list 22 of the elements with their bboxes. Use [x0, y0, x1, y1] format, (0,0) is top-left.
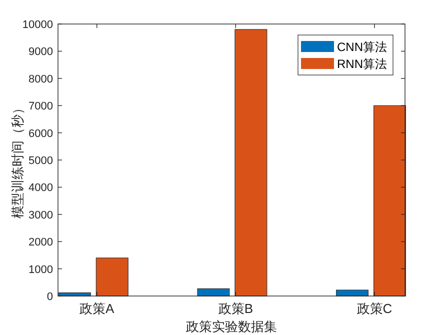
x-axis-title: 政策实验数据集: [186, 319, 277, 334]
y-tick-label: 9000: [28, 46, 53, 58]
y-tick-label: 2000: [28, 236, 53, 249]
y-tick-label: 8000: [28, 73, 53, 86]
legend-label: RNN算法: [337, 57, 387, 71]
y-tick-label: 6000: [28, 128, 53, 140]
y-tick-label: 7000: [28, 100, 53, 113]
y-tick-label: 4000: [28, 182, 53, 194]
y-tick-label: 5000: [28, 155, 53, 167]
x-tick-label: 政策C: [356, 301, 392, 316]
x-tick-label: 政策A: [80, 301, 115, 316]
y-tick-label: 0: [46, 291, 53, 303]
legend-label: CNN算法: [337, 40, 387, 54]
bar: [234, 29, 268, 296]
y-tick-label: 3000: [28, 209, 53, 222]
y-tick-label: 1000: [28, 264, 53, 276]
bar: [336, 290, 369, 296]
y-tick-label: 10000: [22, 19, 53, 31]
x-tick-label: 政策B: [218, 301, 253, 316]
bar: [373, 105, 406, 296]
bar: [96, 258, 128, 296]
y-axis-title: 模型训练时间（秒）: [10, 102, 25, 218]
